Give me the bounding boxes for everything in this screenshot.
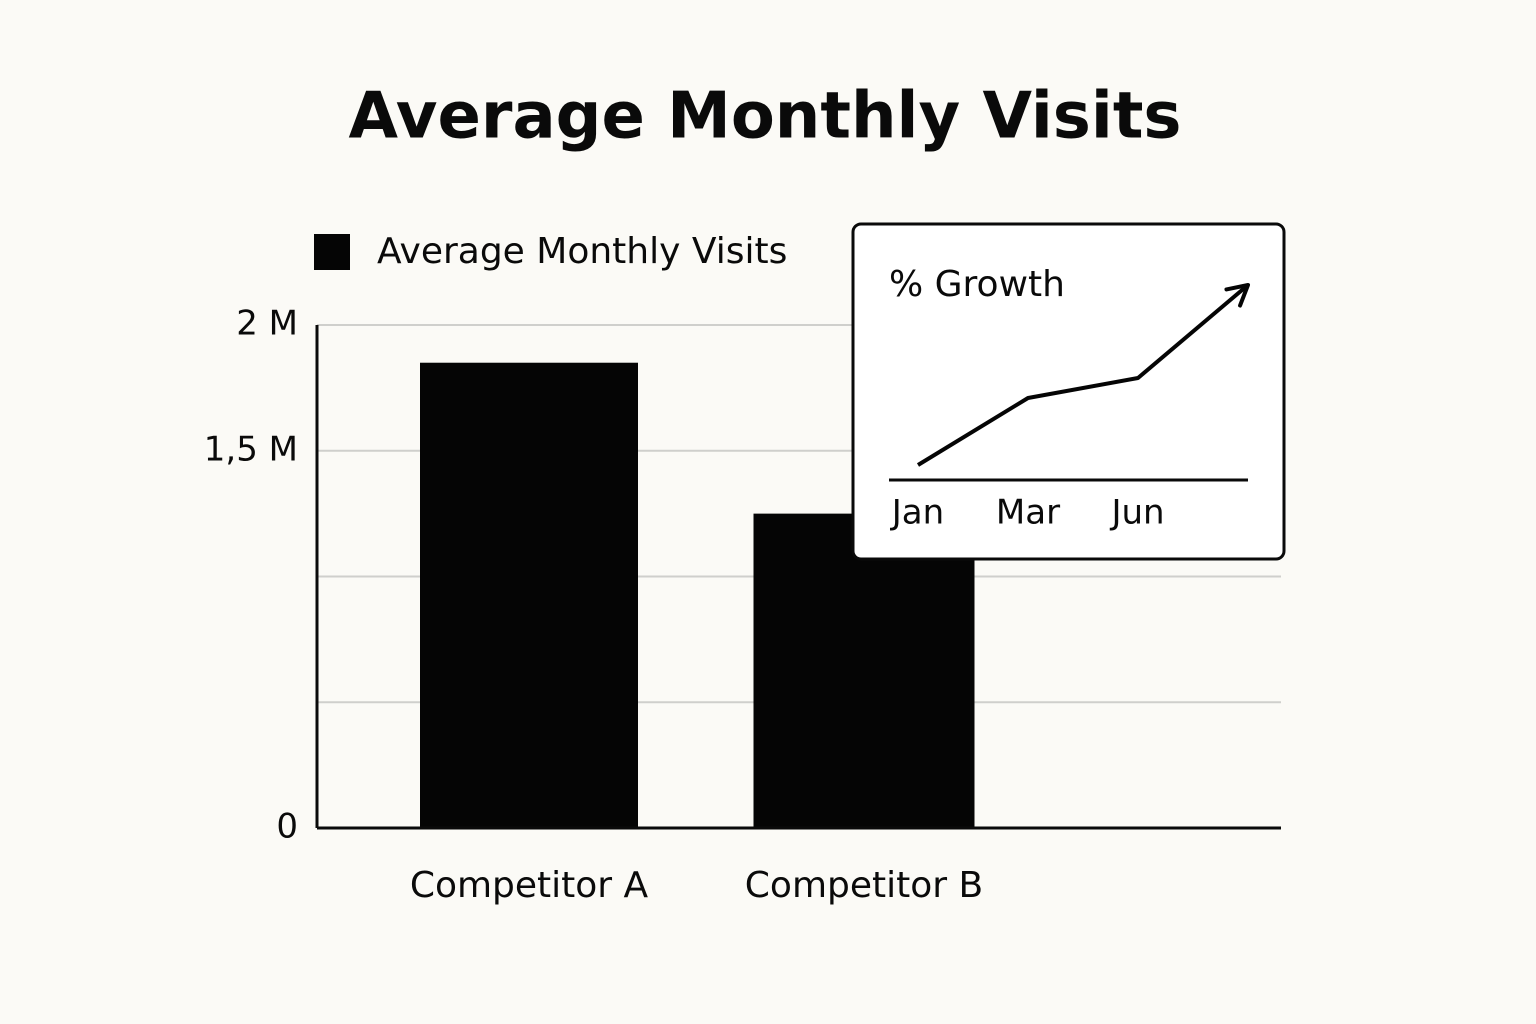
y-tick-label: 1,5 M [204, 429, 298, 469]
bar [753, 513, 975, 828]
legend-label: Average Monthly Visits [377, 231, 787, 272]
inset-plot: Jan Mar Jun [889, 283, 1250, 533]
main-plot: 0 1,5 M 2 M Competitor A Competitor B [204, 304, 1281, 906]
x-tick-label: Jun [1109, 493, 1164, 533]
legend-swatch [314, 234, 350, 270]
x-tick-label: Competitor B [745, 865, 983, 906]
x-tick-label: Jan [890, 493, 944, 533]
chart-title: Average Monthly Visits [349, 80, 1182, 154]
growth-line [916, 283, 1250, 467]
y-tick-label: 2 M [236, 304, 298, 344]
arrow-head [1224, 283, 1250, 308]
bar [420, 362, 638, 828]
y-tick-label: 0 [276, 807, 298, 847]
inset-title: % Growth [889, 264, 1065, 305]
x-tick-label: Competitor A [410, 865, 649, 906]
x-tick-label: Mar [996, 493, 1060, 533]
